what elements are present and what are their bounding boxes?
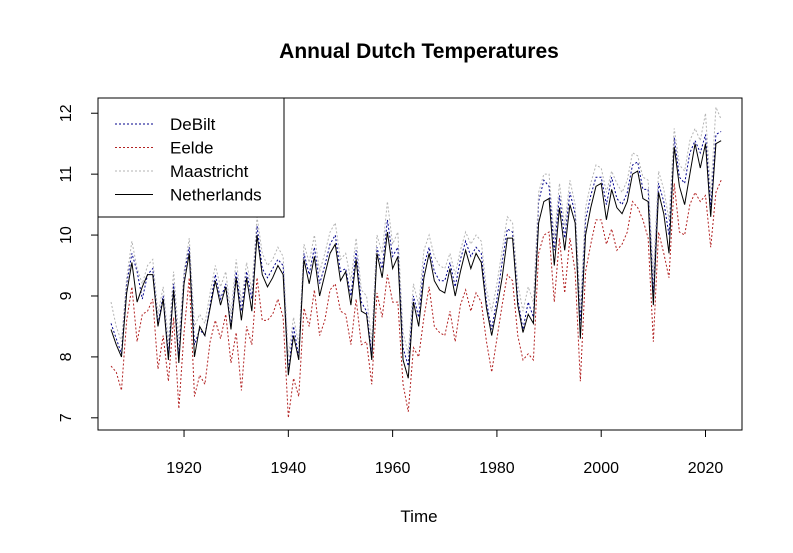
legend-label: Eelde [170,139,213,158]
series-line-debilt [110,131,722,373]
y-tick-label: 8 [58,352,75,361]
x-tick-label: 2020 [688,460,724,477]
legend-box [97,97,285,218]
legend: DeBilt Eelde Maastricht Netherlands [97,97,285,218]
y-tick-label: 11 [58,166,75,183]
series-line-eelde [110,180,722,418]
x-tick-label: 2000 [583,460,619,477]
chart-title: Annual Dutch Temperatures [279,40,559,63]
x-tick-label: 1940 [271,460,307,477]
y-tick-label: 10 [58,226,75,244]
y-axis: 7 8 9 10 11 12 [58,104,99,422]
x-axis-label: Time [400,507,437,526]
y-tick-label: 9 [58,291,75,300]
legend-label: DeBilt [170,115,216,134]
x-tick-label: 1980 [479,460,515,477]
x-tick-label: 1960 [375,460,411,477]
y-tick-label: 7 [58,413,75,422]
x-axis: 1920 1940 1960 1980 2000 2020 [166,429,724,477]
series-line-maastricht [110,106,722,357]
y-tick-label: 12 [58,104,75,122]
legend-label: Netherlands [170,186,262,205]
series-line-netherlands [110,140,722,379]
x-tick-label: 1920 [166,460,202,477]
legend-label: Maastricht [170,162,249,181]
series-lines [110,106,722,418]
